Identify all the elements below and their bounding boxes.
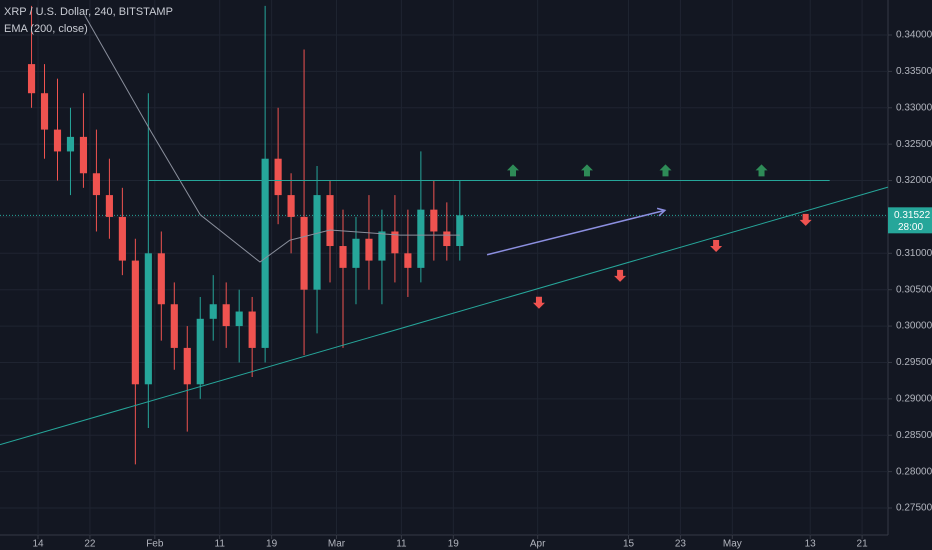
x-tick-label: 11	[396, 539, 407, 550]
axes: 0.34000 0.33500 0.33000 0.32500 0.32000 0.315…	[32, 30, 932, 550]
candle-body	[170, 304, 178, 348]
arrow-head	[656, 207, 667, 217]
down-arrow	[614, 269, 627, 282]
x-tick-label: 23	[675, 539, 687, 550]
countdown-label: 28:00	[898, 222, 923, 233]
y-tick-label: 0.33500	[896, 66, 932, 77]
y-tick-label: 0.30500	[896, 284, 932, 295]
candle-body	[326, 195, 334, 247]
candle-body	[79, 136, 88, 174]
down-arrow	[710, 240, 723, 253]
candle-body	[118, 216, 126, 261]
candle-body	[183, 347, 191, 385]
y-tick-label: 0.34000	[896, 30, 932, 41]
candle-body	[196, 318, 204, 385]
candle-body	[391, 231, 399, 254]
y-tick-label: 0.33000	[896, 102, 932, 113]
y-tick-label: 0.27500	[896, 503, 932, 514]
candle-body	[131, 260, 139, 385]
indicator-label: EMA (200, close)	[4, 23, 88, 35]
up-arrow	[580, 164, 593, 177]
up-arrow	[659, 164, 672, 177]
candle-body	[352, 238, 360, 268]
y-tick-label: 0.32500	[896, 139, 932, 150]
chart-title: XRP / U.S. Dollar, 240, BITSTAMP	[4, 6, 173, 18]
candle-body	[300, 216, 308, 290]
candle-body	[66, 136, 75, 152]
candle-body	[40, 93, 49, 130]
candle-body	[287, 195, 295, 217]
candle-body	[105, 195, 113, 217]
x-tick-label: 21	[857, 539, 869, 550]
candle-body	[313, 195, 321, 290]
x-tick-label: 19	[448, 539, 460, 550]
candle-body	[248, 311, 256, 348]
down-arrow	[532, 296, 545, 309]
y-tick-label: 0.29000	[896, 393, 932, 404]
price-tag	[888, 207, 932, 234]
candle-body	[92, 173, 100, 196]
down-arrow	[799, 213, 812, 226]
y-tick-label: 0.31000	[896, 248, 932, 259]
candle-body	[235, 311, 243, 327]
x-tick-label: Apr	[530, 539, 546, 550]
x-tick-label: 15	[623, 539, 635, 550]
candle-body	[261, 158, 269, 348]
candle-body	[209, 304, 217, 319]
y-tick-label: 0.32000	[896, 175, 932, 186]
candle-body	[430, 209, 438, 232]
candle-body	[157, 253, 165, 305]
price-tag-label: 0.31522	[894, 210, 931, 221]
candle-body	[339, 246, 347, 268]
x-tick-label: Mar	[328, 539, 346, 550]
y-tick-label: 0.28500	[896, 430, 932, 441]
x-tick-label: 19	[266, 539, 278, 550]
x-tick-label: Feb	[146, 539, 164, 550]
x-tick-label: 22	[84, 539, 96, 550]
candle-body	[144, 253, 152, 385]
ema-line	[84, 15, 460, 263]
x-tick-label: 14	[32, 539, 44, 550]
up-arrow	[755, 164, 768, 177]
candle-body	[274, 158, 282, 196]
candle-body	[456, 215, 464, 247]
candle-body	[53, 129, 62, 152]
drawn-line	[0, 186, 889, 446]
y-tick-label: 0.29500	[896, 357, 932, 368]
x-tick-label: 13	[805, 539, 817, 550]
x-tick-label: 11	[215, 539, 226, 550]
candle-body	[417, 209, 425, 268]
candle-body	[404, 253, 412, 268]
up-arrow	[507, 164, 520, 177]
x-tick-label: May	[723, 539, 742, 550]
candle-body	[378, 231, 386, 261]
drawn-line	[486, 209, 666, 256]
candle-body	[365, 238, 373, 261]
y-tick-label: 0.30000	[896, 321, 932, 332]
y-tick-label: 0.28000	[896, 466, 932, 477]
candle-body	[443, 231, 451, 247]
plot-area	[0, 5, 889, 465]
candle-body	[222, 304, 230, 327]
candle-body	[27, 64, 36, 94]
